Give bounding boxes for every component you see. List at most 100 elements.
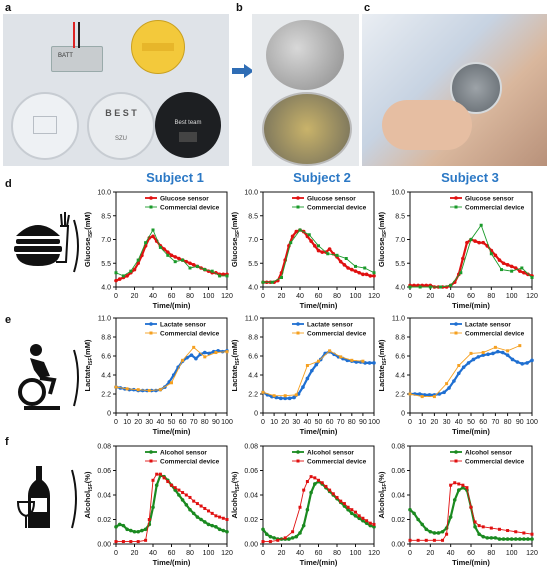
data-point-reference [459, 271, 463, 275]
data-point-sensor [301, 523, 306, 528]
data-point-sensor [518, 537, 522, 541]
data-point-reference [144, 241, 148, 245]
plot-frame [262, 445, 375, 545]
x-tick-label: 0 [114, 293, 118, 300]
data-point-reference [276, 538, 280, 542]
data-point-reference [136, 540, 140, 544]
data-point-sensor [412, 283, 416, 288]
x-tick-label: 10 [418, 419, 426, 426]
data-point-reference [221, 516, 225, 520]
y-tick-label: 0.00 [391, 542, 405, 549]
data-point-sensor [191, 511, 196, 516]
data-point-reference [339, 499, 343, 503]
y-tick-label: 10.0 [391, 190, 405, 197]
legend-marker [149, 450, 153, 454]
x-axis-label: Time/(min) [153, 427, 191, 436]
chart-glucose-subject-1: 0 20 40 60 80 100 120 4.0 5.5 7.0 8.5 10.0 Time/(min… [83, 190, 233, 311]
data-point-sensor [481, 240, 485, 245]
data-point-sensor [114, 278, 118, 283]
data-point-reference [147, 389, 151, 393]
x-tick-label: 40 [296, 293, 304, 300]
x-tick-label: 80 [348, 419, 356, 426]
data-point-sensor [465, 240, 469, 245]
data-point-reference [328, 349, 332, 353]
x-tick-label: 80 [201, 419, 209, 426]
x-axis-label: Time/(min) [153, 301, 191, 310]
data-point-reference [214, 514, 218, 518]
x-tick-label: 70 [190, 419, 198, 426]
data-point-sensor [486, 352, 490, 357]
data-point-sensor [313, 244, 317, 248]
legend-marker [149, 205, 153, 209]
legend-marker [296, 205, 300, 209]
data-point-sensor [114, 525, 118, 529]
y-tick-label: 0.02 [244, 517, 258, 524]
legend-label: Commercial device [307, 459, 367, 466]
arrow-right-icon [232, 64, 254, 78]
data-point-sensor [327, 247, 332, 251]
x-tick-label: 40 [149, 293, 157, 300]
data-point-sensor [125, 274, 129, 278]
x-tick-label: 40 [149, 550, 157, 557]
x-tick-label: 10 [270, 419, 278, 426]
data-point-sensor [432, 531, 437, 535]
data-point-sensor [466, 361, 471, 365]
x-tick-label: 100 [368, 419, 380, 426]
x-tick-label: 20 [131, 550, 139, 557]
subject-title-1: Subject 1 [146, 170, 204, 185]
x-tick-label: 0 [261, 293, 265, 300]
data-point-sensor [199, 517, 203, 522]
data-point-sensor [408, 507, 412, 512]
data-point-sensor [473, 239, 477, 243]
battery-image: BATT [51, 46, 103, 72]
data-point-sensor [191, 263, 196, 267]
legend-marker [296, 196, 300, 200]
y-tick-label: 4.4 [395, 373, 405, 380]
data-point-reference [114, 271, 118, 275]
x-tick-label: 100 [221, 419, 233, 426]
y-tick-label: 4.0 [395, 285, 405, 292]
data-point-sensor [505, 263, 510, 267]
y-tick-label: 10.0 [97, 190, 111, 197]
data-point-reference [432, 538, 436, 542]
chart-alcohol-subject-1: 0 20 40 60 80 100 120 0.00 0.02 0.04 0.06 0.08 Time/… [83, 444, 233, 568]
legend-marker [149, 196, 153, 200]
circuit-board-image: Best team [155, 92, 221, 158]
data-point-reference [350, 508, 354, 512]
data-point-reference [136, 258, 140, 262]
data-point-sensor [493, 536, 498, 540]
data-point-sensor [368, 523, 373, 528]
data-point-reference [114, 385, 118, 389]
data-point-sensor [361, 272, 365, 277]
data-point-reference [283, 536, 287, 540]
data-point-sensor [203, 520, 207, 524]
legend-marker [149, 459, 153, 463]
data-point-sensor [493, 253, 498, 258]
x-tick-label: 0 [408, 293, 412, 300]
data-point-reference [210, 511, 214, 515]
data-point-reference [158, 472, 162, 476]
data-point-reference [449, 283, 453, 287]
data-point-sensor [515, 360, 520, 364]
data-point-reference [261, 280, 265, 284]
data-point-reference [344, 257, 348, 260]
data-point-sensor [125, 527, 129, 532]
data-point-sensor [290, 234, 295, 239]
data-point-sensor [294, 229, 299, 234]
y-axis-label: AlcoholISF(%) [377, 471, 388, 518]
x-tick-label: 20 [278, 293, 286, 300]
x-axis-label: Time/(min) [300, 558, 338, 567]
x-tick-label: 100 [350, 550, 362, 557]
exercise-bike-icon [18, 344, 79, 410]
data-point-reference [177, 488, 181, 492]
data-point-sensor [473, 525, 477, 529]
data-point-sensor [278, 396, 283, 401]
x-tick-label: 60 [168, 293, 176, 300]
legend-label: Glucose sensor [160, 196, 209, 203]
legend-label: Glucose sensor [465, 196, 514, 203]
x-tick-label: 40 [447, 550, 455, 557]
data-point-sensor [364, 521, 369, 525]
data-point-reference [270, 280, 274, 284]
data-point-sensor [522, 537, 526, 541]
data-point-sensor [357, 270, 361, 275]
